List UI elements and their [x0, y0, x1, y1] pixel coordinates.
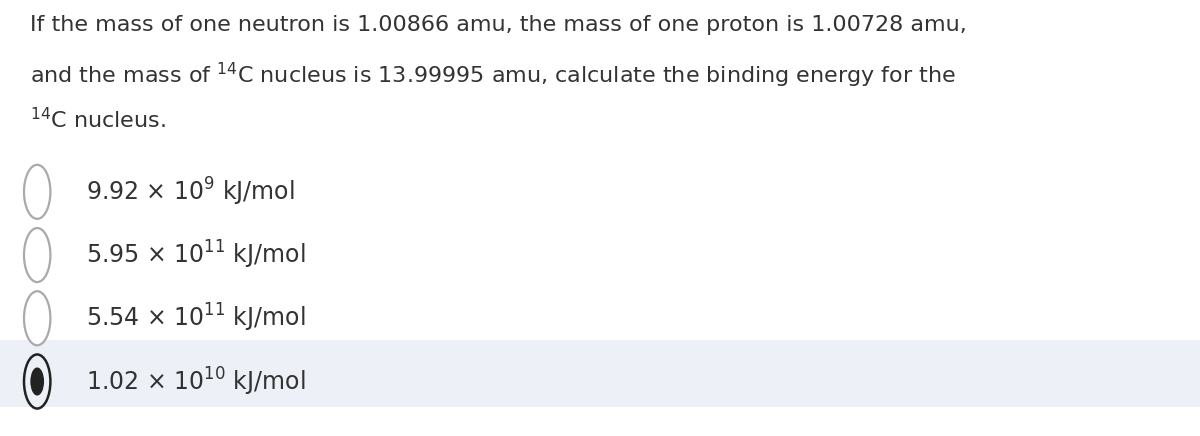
- Text: 5.54 × 10$^{11}$ kJ/mol: 5.54 × 10$^{11}$ kJ/mol: [86, 302, 306, 334]
- Text: 9.92 × 10$^{9}$ kJ/mol: 9.92 × 10$^{9}$ kJ/mol: [86, 176, 295, 208]
- Ellipse shape: [24, 228, 50, 282]
- Ellipse shape: [30, 368, 44, 395]
- Ellipse shape: [24, 165, 50, 219]
- Text: and the mass of $^{14}$C nucleus is 13.99995 amu, calculate the binding energy f: and the mass of $^{14}$C nucleus is 13.9…: [30, 61, 956, 90]
- Text: If the mass of one neutron is 1.00866 amu, the mass of one proton is 1.00728 amu: If the mass of one neutron is 1.00866 am…: [30, 15, 967, 35]
- Ellipse shape: [24, 354, 50, 409]
- Text: 5.95 × 10$^{11}$ kJ/mol: 5.95 × 10$^{11}$ kJ/mol: [86, 239, 306, 271]
- Text: $^{14}$C nucleus.: $^{14}$C nucleus.: [30, 107, 166, 132]
- Ellipse shape: [24, 291, 50, 345]
- Text: 1.02 × 10$^{10}$ kJ/mol: 1.02 × 10$^{10}$ kJ/mol: [86, 365, 306, 398]
- FancyBboxPatch shape: [0, 340, 1200, 407]
